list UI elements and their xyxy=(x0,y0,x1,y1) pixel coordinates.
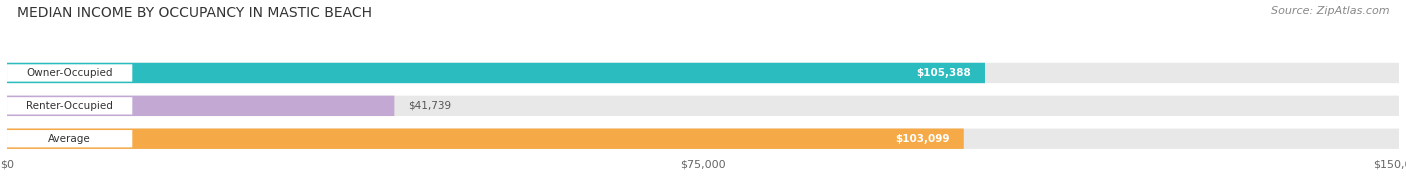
Text: $41,739: $41,739 xyxy=(408,101,451,111)
Text: Renter-Occupied: Renter-Occupied xyxy=(27,101,112,111)
FancyBboxPatch shape xyxy=(7,129,963,149)
FancyBboxPatch shape xyxy=(7,63,1399,83)
Text: Owner-Occupied: Owner-Occupied xyxy=(27,68,112,78)
Text: MEDIAN INCOME BY OCCUPANCY IN MASTIC BEACH: MEDIAN INCOME BY OCCUPANCY IN MASTIC BEA… xyxy=(17,6,371,20)
FancyBboxPatch shape xyxy=(7,97,132,114)
FancyBboxPatch shape xyxy=(7,130,132,147)
FancyBboxPatch shape xyxy=(7,64,132,82)
FancyBboxPatch shape xyxy=(7,63,986,83)
Text: $105,388: $105,388 xyxy=(917,68,972,78)
Text: $103,099: $103,099 xyxy=(896,134,950,144)
FancyBboxPatch shape xyxy=(7,96,1399,116)
Text: Source: ZipAtlas.com: Source: ZipAtlas.com xyxy=(1271,6,1389,16)
FancyBboxPatch shape xyxy=(7,96,394,116)
FancyBboxPatch shape xyxy=(7,129,1399,149)
Text: Average: Average xyxy=(48,134,91,144)
